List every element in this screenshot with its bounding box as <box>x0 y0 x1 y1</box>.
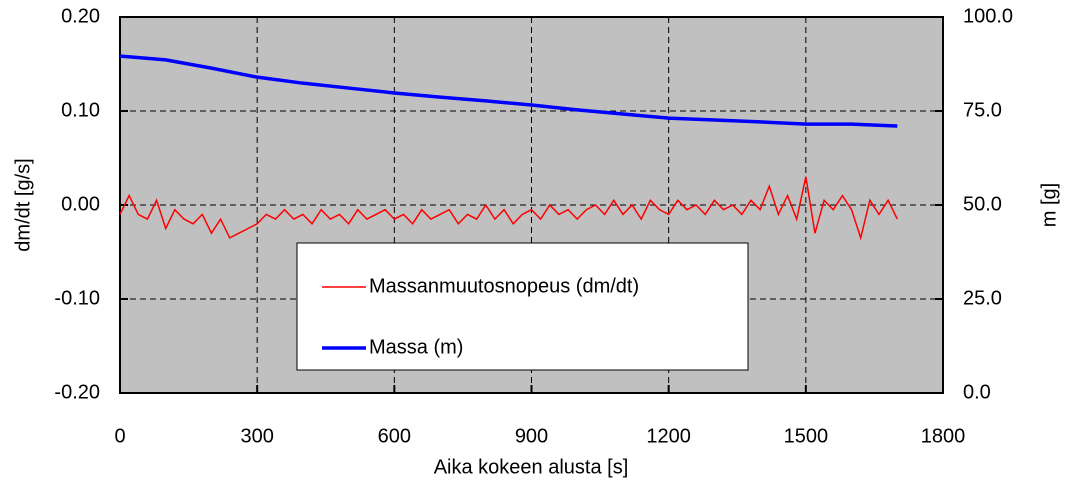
x-axis-title: Aika kokeen alusta [s] <box>434 456 629 478</box>
y-tick-label: -0.20 <box>54 381 100 403</box>
y2-tick-label: 100.0 <box>963 5 1013 27</box>
x-tick-label: 600 <box>378 425 411 447</box>
y2-tick-label: 50.0 <box>963 193 1002 215</box>
series-line <box>119 54 898 128</box>
x-tick-label: 1500 <box>784 425 829 447</box>
x-tick-label: 1200 <box>646 425 691 447</box>
legend-label: Massanmuutosnopeus (dm/dt) <box>369 275 639 297</box>
x-tick-label: 300 <box>240 425 273 447</box>
y2-axis-title: m [g] <box>1038 183 1060 227</box>
legend-label: Massa (m) <box>369 336 463 358</box>
series-line <box>119 176 898 241</box>
y2-tick-label: 75.0 <box>963 99 1002 121</box>
legend <box>296 242 749 371</box>
y-tick-label: 0.00 <box>61 193 100 215</box>
y-tick-label: 0.10 <box>61 99 100 121</box>
y-axis-title: dm/dt [g/s] <box>12 158 34 251</box>
x-tick-label: 900 <box>515 425 548 447</box>
marks <box>119 54 898 241</box>
x-tick-label: 1800 <box>921 425 966 447</box>
y-tick-label: 0.20 <box>61 5 100 27</box>
y2-tick-label: 25.0 <box>963 287 1002 309</box>
y-tick-label: -0.10 <box>54 287 100 309</box>
x-tick-label: 0 <box>114 425 125 447</box>
y2-tick-label: 0.0 <box>963 381 991 403</box>
